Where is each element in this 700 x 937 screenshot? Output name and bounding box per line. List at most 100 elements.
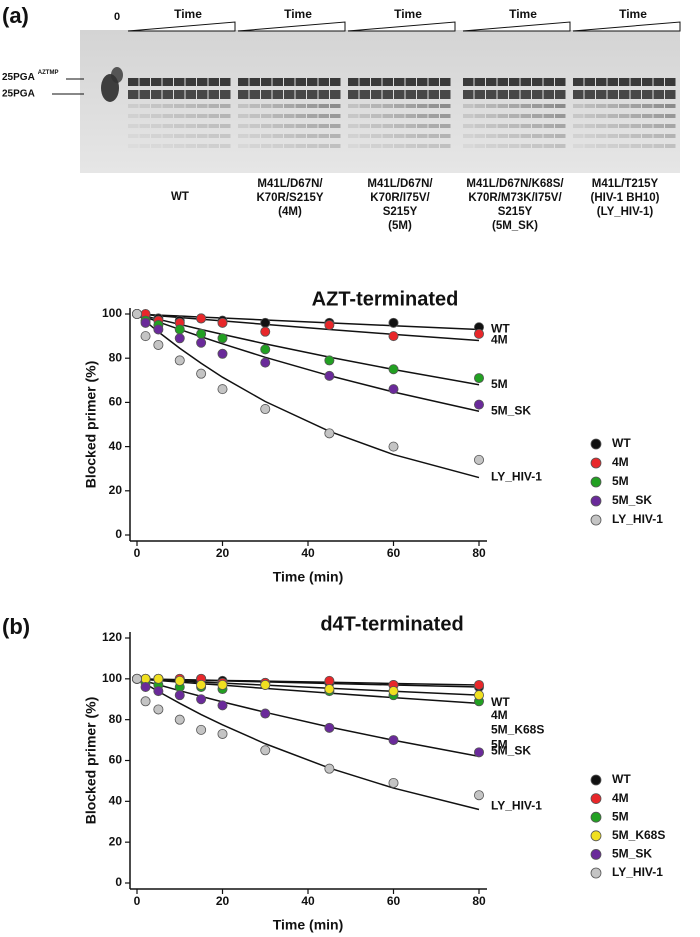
legend-label: 5M_K68S — [612, 828, 665, 842]
gel-band — [307, 124, 318, 128]
gel-band — [359, 134, 370, 138]
gel-band — [318, 134, 329, 138]
gel-band — [584, 114, 595, 118]
data-point — [196, 328, 207, 339]
gel-band — [630, 104, 641, 108]
gel-band — [272, 114, 283, 118]
gel-band — [162, 134, 173, 138]
gel-band — [543, 114, 554, 118]
gel-band — [162, 90, 173, 99]
gel-band — [371, 104, 382, 108]
gel-band — [543, 124, 554, 128]
gel-band — [174, 104, 185, 108]
gel-band — [497, 134, 508, 138]
gel-band — [573, 134, 584, 138]
data-point — [324, 722, 335, 733]
data-point — [324, 370, 335, 381]
data-point — [388, 331, 399, 342]
gel-band — [330, 134, 341, 138]
gel-band — [197, 104, 208, 108]
gel-band — [653, 124, 664, 128]
zero-lane-label: 0 — [114, 11, 120, 23]
gel-band — [607, 144, 618, 148]
gel-band — [382, 144, 393, 148]
gel-band — [295, 134, 306, 138]
legend-label: LY_HIV-1 — [612, 512, 663, 526]
gel-band — [348, 134, 359, 138]
gel-band — [497, 124, 508, 128]
gel-band — [543, 144, 554, 148]
gel-band — [307, 78, 318, 86]
gel-band — [474, 78, 485, 86]
gel-band — [348, 144, 359, 148]
y-tick-label: 0 — [115, 875, 122, 889]
data-point — [324, 684, 335, 695]
gel-band — [532, 124, 543, 128]
gel-band — [394, 90, 405, 99]
series-end-label: 5M_K68S — [491, 722, 544, 736]
gel-band — [463, 104, 474, 108]
gel-band — [249, 124, 260, 128]
gel-band — [474, 124, 485, 128]
gel-band — [238, 90, 249, 99]
data-point — [174, 333, 185, 344]
gel-band — [185, 90, 196, 99]
gel-band — [653, 114, 664, 118]
gel-band — [607, 78, 618, 86]
gel-band — [630, 134, 641, 138]
time-wedge — [347, 21, 456, 32]
data-point — [196, 368, 207, 379]
gel-band — [261, 78, 272, 86]
gel-band — [573, 124, 584, 128]
gel-band — [607, 104, 618, 108]
gel-band — [486, 104, 497, 108]
gel-band — [619, 104, 630, 108]
gel-band — [642, 104, 653, 108]
gel-band — [440, 134, 451, 138]
gel-band — [630, 114, 641, 118]
data-point — [217, 317, 228, 328]
gel-band — [238, 104, 249, 108]
gel-band — [630, 78, 641, 86]
gel-band — [405, 134, 416, 138]
gel-band — [642, 144, 653, 148]
gel-band — [197, 78, 208, 86]
gel-band — [543, 90, 554, 99]
data-point — [174, 714, 185, 725]
gel-band — [238, 134, 249, 138]
gel-band — [630, 90, 641, 99]
gel-band — [371, 90, 382, 99]
gel-band — [486, 144, 497, 148]
gel-band — [128, 134, 139, 138]
y-tick-label: 0 — [115, 527, 122, 541]
gel-band — [307, 104, 318, 108]
gel-band — [197, 90, 208, 99]
gel-band — [249, 78, 260, 86]
data-point — [153, 324, 164, 335]
data-point — [388, 441, 399, 452]
data-point — [260, 357, 271, 368]
data-point — [473, 373, 484, 384]
gel-band — [584, 78, 595, 86]
gel-band — [394, 134, 405, 138]
data-point — [217, 679, 228, 690]
gel-band — [619, 124, 630, 128]
data-point — [324, 320, 335, 331]
gel-band — [665, 144, 676, 148]
gel-band — [665, 104, 676, 108]
fit-curve — [136, 313, 480, 479]
legend-marker — [590, 457, 602, 469]
gel-band — [382, 124, 393, 128]
gel-band — [261, 144, 272, 148]
gel-band — [295, 104, 306, 108]
gel-band — [596, 90, 607, 99]
gel-band — [174, 144, 185, 148]
data-point — [140, 696, 151, 707]
gel-band — [330, 78, 341, 86]
x-tick-label: 40 — [301, 546, 315, 560]
fit-curve — [136, 313, 480, 412]
x-tick-label: 20 — [216, 546, 230, 560]
data-point — [473, 328, 484, 339]
gel-band — [405, 124, 416, 128]
